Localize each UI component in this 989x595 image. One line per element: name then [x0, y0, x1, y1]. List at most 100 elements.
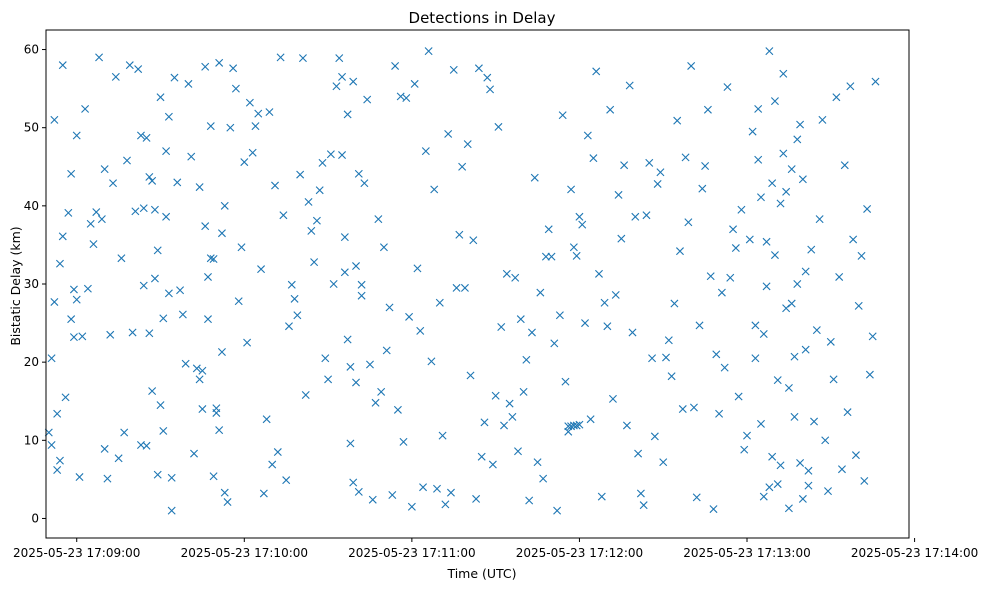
data-point: [131, 207, 140, 216]
data-point: [187, 152, 196, 161]
data-point: [818, 115, 827, 124]
data-point: [329, 280, 338, 288]
data-point: [298, 54, 307, 63]
data-point: [525, 496, 534, 505]
data-point: [217, 229, 226, 238]
data-point: [374, 215, 383, 224]
data-point: [103, 474, 112, 483]
data-point: [723, 83, 732, 92]
data-point: [159, 314, 168, 323]
data-point: [310, 258, 319, 267]
data-point: [458, 162, 467, 171]
x-tick-label: 2025-05-23 17:12:00: [516, 546, 643, 560]
data-point: [184, 79, 193, 88]
data-point: [486, 85, 495, 94]
x-axis-label: Time (UTC): [446, 566, 516, 581]
data-point: [678, 405, 687, 414]
data-point: [61, 393, 70, 402]
data-point: [248, 148, 257, 157]
data-point: [751, 321, 760, 330]
data-point: [109, 179, 118, 188]
data-point: [863, 204, 872, 213]
data-point: [608, 394, 617, 403]
data-point: [768, 452, 777, 461]
data-point: [64, 208, 73, 217]
data-point: [715, 409, 724, 418]
data-point: [810, 417, 819, 426]
data-point: [209, 472, 218, 481]
data-point: [156, 93, 165, 102]
data-point: [483, 73, 492, 82]
data-point: [402, 94, 411, 102]
data-point: [134, 65, 143, 74]
data-point: [790, 352, 799, 361]
data-point: [514, 447, 522, 456]
data-point: [257, 265, 266, 274]
data-point: [840, 161, 849, 170]
data-point: [505, 399, 514, 408]
data-point: [569, 243, 578, 252]
data-point: [628, 328, 637, 337]
data-point: [304, 197, 313, 206]
data-point: [276, 53, 285, 62]
data-point: [581, 319, 590, 328]
data-point: [290, 294, 299, 303]
data-point: [729, 225, 738, 234]
data-point: [198, 405, 207, 414]
data-point: [167, 506, 176, 515]
data-point: [159, 426, 168, 435]
data-point: [734, 392, 743, 401]
data-point: [268, 460, 277, 469]
data-point: [148, 387, 157, 396]
data-point: [687, 61, 696, 70]
data-point: [472, 494, 481, 503]
data-point: [55, 259, 64, 268]
y-tick-label: 40: [24, 199, 39, 213]
data-point: [745, 235, 754, 244]
data-point: [78, 332, 87, 341]
data-point: [142, 133, 151, 142]
data-point: [474, 64, 483, 73]
data-point: [243, 338, 252, 347]
y-tick-label: 0: [31, 511, 39, 525]
data-point: [332, 82, 341, 91]
data-point: [555, 311, 564, 320]
data-point: [195, 375, 204, 384]
data-point: [125, 61, 134, 70]
data-point: [259, 489, 268, 498]
data-point: [162, 212, 171, 221]
data-point: [95, 53, 104, 62]
data-point: [681, 153, 690, 162]
data-point: [857, 251, 866, 260]
data-point: [198, 366, 207, 375]
data-point: [539, 474, 548, 483]
data-point: [156, 401, 165, 410]
data-point: [212, 404, 221, 413]
data-point: [575, 212, 584, 221]
data-point: [572, 251, 581, 260]
data-point: [231, 84, 240, 93]
data-point: [427, 357, 436, 366]
data-point: [832, 93, 841, 102]
data-point: [793, 280, 802, 288]
data-point: [784, 383, 793, 392]
data-point: [287, 280, 296, 289]
data-point: [446, 488, 455, 497]
data-point: [782, 304, 791, 313]
data-point: [153, 246, 162, 255]
data-point: [692, 493, 701, 502]
data-point: [229, 64, 238, 73]
data-point: [662, 353, 671, 362]
data-point: [477, 452, 486, 461]
data-point: [606, 105, 615, 114]
data-point: [648, 354, 657, 363]
data-point: [779, 69, 788, 78]
data-point: [812, 326, 821, 335]
data-point: [824, 487, 832, 496]
data-point: [117, 254, 126, 263]
x-tick-label: 2025-05-23 17:10:00: [181, 546, 308, 560]
data-point: [139, 281, 148, 290]
data-point: [416, 326, 425, 335]
data-point: [673, 116, 682, 125]
data-point: [829, 375, 838, 384]
